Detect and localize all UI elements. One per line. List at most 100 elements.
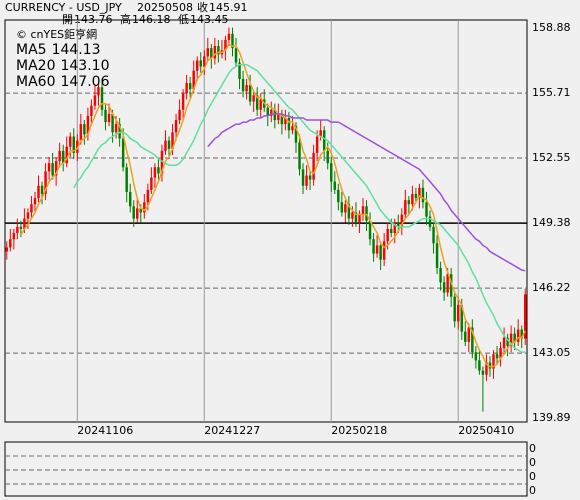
date: 20250508 (137, 1, 193, 14)
candle-body (340, 202, 344, 213)
candle-body (241, 78, 245, 92)
candle-body (121, 138, 125, 168)
candle-body (5, 247, 8, 252)
close-label: 收 (197, 0, 208, 14)
candle-body (414, 193, 418, 199)
candle-body (456, 304, 460, 322)
candle-body (400, 214, 404, 227)
candle-body (488, 362, 492, 369)
candle-body (308, 175, 312, 180)
candle-body (273, 109, 277, 121)
candle-body (442, 282, 446, 293)
candle-body (192, 70, 195, 90)
candle-body (509, 333, 513, 346)
y-tick-label: 146.22 (532, 281, 571, 294)
candle-body (143, 202, 146, 213)
candle-body (188, 83, 192, 90)
candle-body (344, 204, 347, 213)
candle-body (397, 222, 400, 227)
candle-body (128, 191, 132, 207)
candle-body (298, 142, 301, 170)
candle-body (520, 329, 523, 339)
candle-body (439, 267, 442, 283)
candle-body (407, 200, 411, 205)
candle-body (277, 113, 280, 121)
candle-body (294, 126, 298, 143)
candle-body (393, 222, 396, 234)
candle-body (114, 124, 118, 133)
sub-panel-tick-label: 0 (529, 484, 536, 497)
candle-body (125, 167, 128, 192)
candle-body (270, 109, 273, 116)
candle-body (428, 216, 432, 227)
y-tick-label: 152.55 (532, 151, 571, 164)
candle-body (351, 212, 354, 219)
candle-body (157, 167, 160, 174)
candle-body (347, 204, 351, 219)
candle-body (26, 212, 30, 219)
x-tick-label: 20250218 (331, 424, 387, 437)
candle-body (171, 132, 174, 149)
candle-body (86, 115, 90, 135)
candle-body (492, 354, 495, 369)
low-value: 143.45 (190, 13, 229, 26)
candle-body (97, 87, 100, 96)
candle-body (195, 60, 199, 71)
candle-body (337, 189, 340, 203)
candle-body (19, 226, 23, 229)
candle-body (136, 208, 139, 219)
candle-body (464, 331, 467, 342)
candle-body (174, 120, 178, 133)
candle-body (167, 140, 171, 149)
watermark: © cnYES鉅亨網 (16, 27, 97, 41)
open-label: 開 (62, 13, 73, 26)
candle-body (238, 62, 241, 79)
y-tick-label: 149.38 (532, 216, 571, 229)
y-tick-label: 158.88 (532, 21, 571, 34)
candle-body (51, 163, 54, 176)
candle-body (69, 136, 72, 147)
y-tick-label: 143.05 (532, 346, 571, 359)
candle-body (315, 136, 319, 153)
candle-body (330, 163, 333, 182)
candle-body (485, 362, 488, 375)
candle-body (23, 218, 26, 229)
candle-body (139, 208, 143, 213)
x-tick-label: 20250410 (458, 424, 514, 437)
candle-body (516, 329, 520, 342)
candle-body (259, 99, 262, 110)
candle-body (467, 327, 471, 342)
candle-body (432, 226, 435, 244)
candle-body (118, 124, 121, 139)
candle-body (368, 220, 372, 240)
candle-body (471, 327, 474, 353)
candle-body (460, 304, 463, 332)
candle-body (33, 198, 37, 205)
legend-value: 144.13 (52, 42, 101, 58)
candle-body (375, 245, 379, 254)
candle-body (9, 239, 12, 248)
candle-body (524, 294, 527, 339)
candle-body (164, 140, 167, 151)
candle-body (287, 117, 291, 131)
candle-body (132, 206, 135, 219)
candle-body (425, 202, 428, 217)
candle-body (93, 95, 97, 106)
candle-body (382, 241, 386, 260)
close-value: 145.91 (209, 1, 248, 14)
candle-body (506, 337, 509, 346)
candle-body (146, 189, 150, 203)
candle-body (58, 150, 61, 162)
candle-body (435, 243, 439, 268)
candle-body (40, 185, 44, 194)
x-tick-label: 20241106 (77, 424, 133, 437)
candle-body (72, 136, 76, 153)
ma-line (20, 43, 526, 368)
candle-body (372, 239, 375, 254)
candle-body (54, 161, 58, 176)
candle-body (234, 48, 238, 63)
candle-body (224, 39, 227, 51)
candle-body (411, 193, 414, 205)
